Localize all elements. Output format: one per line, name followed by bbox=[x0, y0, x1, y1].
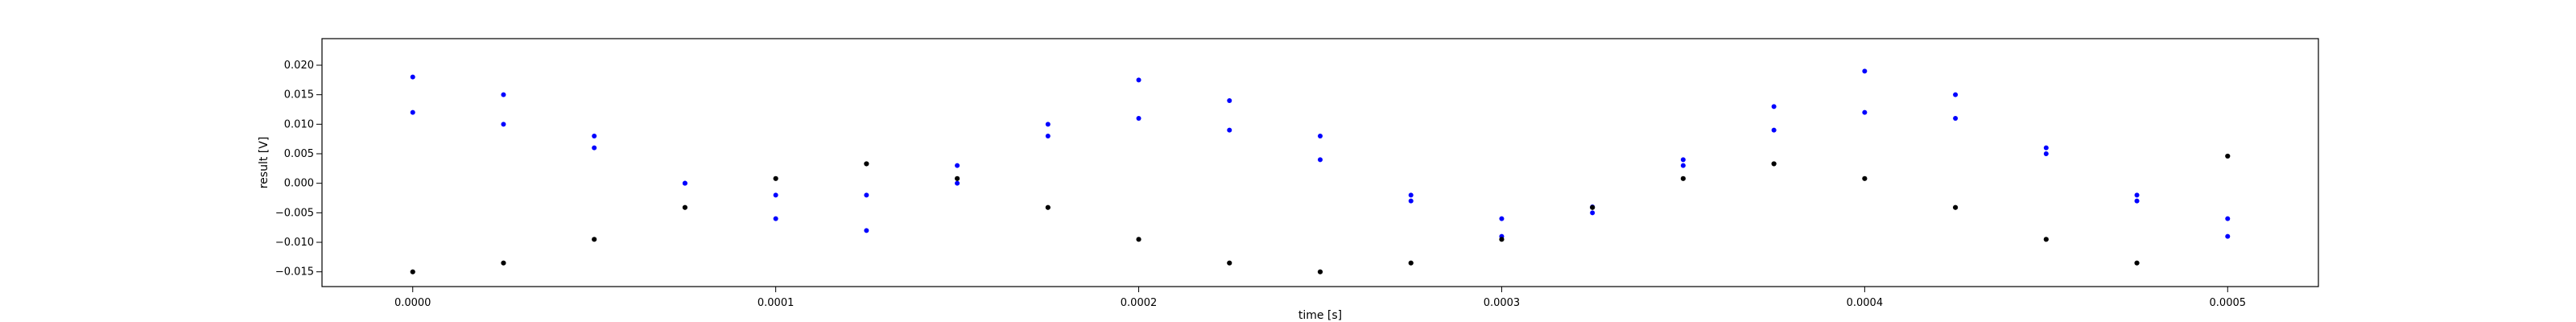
data-point bbox=[1318, 157, 1323, 163]
x-axis-label: time [s] bbox=[1298, 309, 1342, 322]
x-tick-label: 0.0002 bbox=[1121, 297, 1158, 309]
y-tick-label: 0.010 bbox=[284, 118, 314, 130]
data-point bbox=[1136, 77, 1141, 83]
data-point bbox=[1318, 134, 1323, 138]
data-point bbox=[1227, 260, 1232, 266]
data-point bbox=[955, 163, 960, 168]
data-point bbox=[864, 161, 869, 167]
series-blue-points bbox=[410, 68, 2231, 239]
y-tick-label: 0.005 bbox=[284, 148, 314, 160]
y-axis-ticks: −0.015 −0.010 −0.005 0.000 0.005 0.010 0.015 0.… bbox=[275, 60, 322, 279]
data-point bbox=[2225, 216, 2231, 221]
data-point bbox=[1862, 175, 1868, 181]
data-point bbox=[2134, 198, 2140, 204]
data-point bbox=[2225, 153, 2231, 159]
series-black-points bbox=[410, 153, 2231, 275]
data-point bbox=[682, 180, 687, 186]
data-point bbox=[1227, 127, 1232, 133]
x-tick-label: 0.0000 bbox=[394, 297, 431, 309]
y-axis-label: result [V] bbox=[258, 137, 270, 189]
data-point bbox=[1590, 204, 1596, 210]
plot-frame bbox=[321, 38, 2319, 287]
data-point bbox=[501, 260, 506, 266]
data-point bbox=[1227, 98, 1232, 103]
x-axis-ticks: 0.0000 0.0001 0.0002 0.0003 0.0004 0.0005 bbox=[394, 287, 2246, 309]
data-point bbox=[773, 192, 778, 198]
data-point bbox=[1499, 216, 1505, 221]
data-point bbox=[1045, 134, 1051, 138]
data-point bbox=[1680, 175, 1686, 181]
data-point bbox=[1862, 68, 1868, 74]
data-point bbox=[501, 122, 506, 127]
data-point bbox=[592, 134, 597, 138]
x-tick-label: 0.0001 bbox=[758, 297, 795, 309]
data-point bbox=[1771, 104, 1777, 109]
data-point bbox=[682, 204, 688, 210]
data-point bbox=[1136, 237, 1141, 242]
data-point bbox=[2134, 192, 2140, 198]
y-tick-label: −0.015 bbox=[275, 266, 314, 279]
data-point bbox=[1953, 92, 1959, 97]
data-point bbox=[1680, 163, 1686, 168]
data-point bbox=[1499, 237, 1505, 242]
data-point bbox=[773, 175, 778, 181]
x-tick-label: 0.0004 bbox=[1847, 297, 1884, 309]
data-point bbox=[1953, 116, 1959, 121]
data-point bbox=[864, 192, 869, 198]
data-point bbox=[2134, 260, 2140, 266]
data-point bbox=[1952, 204, 1959, 210]
x-tick-label: 0.0005 bbox=[2210, 297, 2247, 309]
data-point bbox=[1136, 116, 1141, 121]
data-point bbox=[1862, 109, 1868, 115]
y-tick-label: 0.015 bbox=[284, 89, 314, 101]
data-point bbox=[410, 74, 415, 80]
data-point bbox=[410, 109, 415, 115]
y-tick-label: −0.005 bbox=[275, 207, 314, 219]
data-point bbox=[2043, 151, 2049, 156]
data-point bbox=[501, 92, 506, 97]
y-tick-label: 0.020 bbox=[284, 60, 314, 72]
data-point bbox=[2225, 233, 2231, 239]
data-point bbox=[1408, 198, 1414, 204]
data-point bbox=[2043, 237, 2049, 242]
data-point bbox=[592, 145, 597, 151]
data-point bbox=[1771, 127, 1777, 133]
data-point bbox=[954, 175, 960, 181]
data-point bbox=[1680, 157, 1686, 163]
y-tick-label: −0.010 bbox=[275, 237, 314, 249]
x-tick-label: 0.0003 bbox=[1484, 297, 1521, 309]
data-point bbox=[864, 228, 869, 233]
data-point bbox=[955, 180, 960, 186]
data-point bbox=[1771, 161, 1777, 167]
data-point bbox=[1045, 122, 1051, 127]
data-point bbox=[1317, 269, 1323, 275]
data-point bbox=[1045, 204, 1051, 210]
data-point bbox=[2043, 145, 2049, 151]
data-point bbox=[592, 237, 597, 242]
data-point bbox=[773, 216, 778, 221]
data-point bbox=[410, 269, 415, 275]
data-point bbox=[1408, 260, 1414, 266]
y-tick-label: 0.000 bbox=[284, 178, 314, 190]
data-point bbox=[1590, 210, 1596, 216]
data-point bbox=[1408, 192, 1414, 198]
